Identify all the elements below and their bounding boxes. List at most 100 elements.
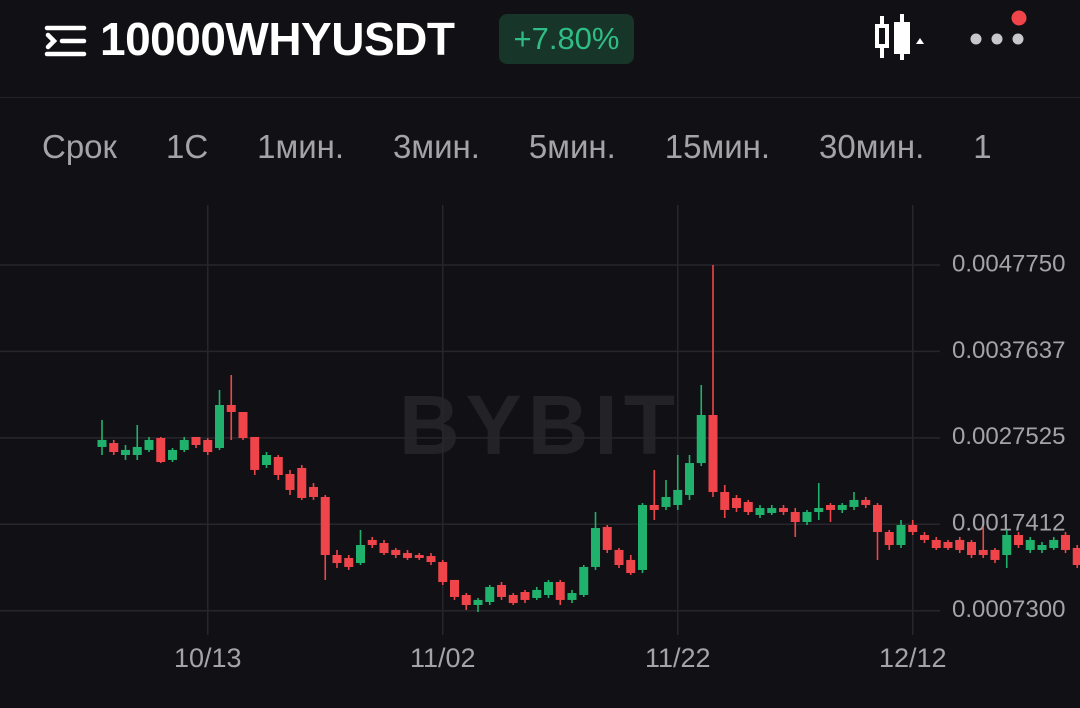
candle-body	[1002, 535, 1012, 555]
candle-body	[1014, 535, 1023, 545]
candle-body	[908, 525, 918, 533]
candle-body	[226, 405, 236, 413]
candle-body	[896, 525, 906, 545]
candle-body	[156, 437, 166, 463]
timeframe-tab[interactable]: Срок	[42, 128, 117, 165]
candle-body	[779, 507, 788, 513]
candle-body	[532, 589, 542, 598]
candle-body	[861, 499, 871, 505]
candle-body	[591, 527, 600, 567]
candle-body	[579, 566, 589, 595]
candle-body	[790, 512, 800, 523]
candle-body	[967, 542, 976, 555]
candle-body	[767, 507, 777, 514]
candle-body	[121, 449, 130, 455]
timeframe-tab[interactable]: 1	[973, 128, 992, 165]
candle-body	[1061, 535, 1070, 550]
candle-body	[743, 502, 753, 513]
menu-icon[interactable]	[44, 25, 88, 57]
y-tick-label: 0.0007300	[952, 596, 1065, 623]
candle-body	[1049, 539, 1059, 548]
candle-body	[696, 415, 706, 464]
candle-body	[168, 449, 177, 460]
candle-body	[356, 545, 365, 564]
candle-body	[602, 526, 612, 550]
candle-body	[638, 505, 647, 570]
candle-body	[544, 582, 553, 595]
candle-body	[826, 505, 835, 510]
y-tick-label: 0.0037637	[952, 337, 1065, 364]
candle-body	[1037, 545, 1047, 550]
candle-body	[614, 549, 624, 565]
candle-body	[144, 439, 154, 450]
candle-body	[814, 507, 824, 513]
candle-body	[285, 473, 295, 490]
timeframe-tab[interactable]: 1С	[165, 128, 209, 165]
symbol[interactable]: 10000WHYUSDT	[100, 13, 455, 65]
candle-body	[661, 496, 671, 507]
candle-body	[203, 439, 213, 453]
candle-body	[461, 595, 471, 605]
more-icon[interactable]	[966, 8, 1030, 50]
candle-body	[732, 497, 741, 508]
candle-body	[649, 505, 659, 510]
candle-body	[955, 539, 965, 550]
candle-body	[179, 439, 189, 450]
candle-body	[250, 436, 260, 470]
candle-body	[978, 549, 988, 555]
candle-body	[626, 559, 636, 574]
candle-body	[567, 593, 577, 600]
candle-body	[262, 455, 271, 465]
candle-body	[344, 557, 354, 567]
candle-body	[403, 553, 412, 558]
candle-body	[837, 505, 847, 510]
candle-body	[708, 415, 718, 493]
candle-body	[109, 443, 119, 453]
header: 10000WHYUSDT +7.80%	[0, 0, 1080, 98]
chart-type-icon[interactable]	[872, 12, 928, 62]
x-tick-label: 11/22	[645, 643, 711, 673]
candle-body	[379, 543, 389, 554]
candle-body	[309, 486, 318, 497]
candle-body	[720, 492, 730, 510]
timeframe-tab[interactable]: 3мин.	[393, 128, 480, 165]
change-badge: +7.80%	[499, 14, 634, 64]
timeframe-tab[interactable]: 1мин.	[257, 128, 345, 165]
candle-body	[508, 595, 518, 604]
candle-body	[438, 562, 448, 583]
y-tick-label: 0.0027525	[952, 423, 1065, 450]
candle-body	[215, 405, 224, 448]
candle-body	[414, 555, 424, 558]
timeframe-tab[interactable]: 5мин.	[528, 128, 616, 165]
timeframe-tab[interactable]: 30мин.	[819, 128, 925, 165]
candle-body	[884, 532, 894, 545]
candle-body	[450, 579, 459, 597]
candle-body	[485, 586, 495, 603]
candle-body	[97, 439, 107, 447]
candle-body	[990, 549, 1000, 560]
candle-body	[673, 489, 683, 505]
candle-body	[391, 549, 401, 555]
candle-body	[920, 535, 929, 540]
candle-body	[555, 582, 565, 600]
candle-body	[802, 512, 812, 523]
candle-body	[132, 446, 142, 455]
candle-body	[931, 539, 941, 548]
y-tick-label: 0.0017412	[952, 510, 1065, 537]
x-tick-label: 12/12	[879, 643, 947, 673]
candle-body	[426, 556, 436, 563]
candle-body	[238, 412, 248, 438]
timeframe-tab[interactable]: 15мин.	[664, 128, 771, 165]
candle-body	[191, 436, 201, 445]
candle-body	[1025, 539, 1035, 550]
watermark: BYBIT	[399, 378, 681, 472]
candle-body	[273, 456, 283, 475]
candle-body	[849, 499, 859, 507]
candle-body	[1072, 547, 1080, 565]
candle-body	[497, 585, 506, 597]
candle-body	[755, 507, 765, 515]
candle-body	[685, 463, 694, 495]
x-tick-label: 11/02	[410, 643, 476, 673]
